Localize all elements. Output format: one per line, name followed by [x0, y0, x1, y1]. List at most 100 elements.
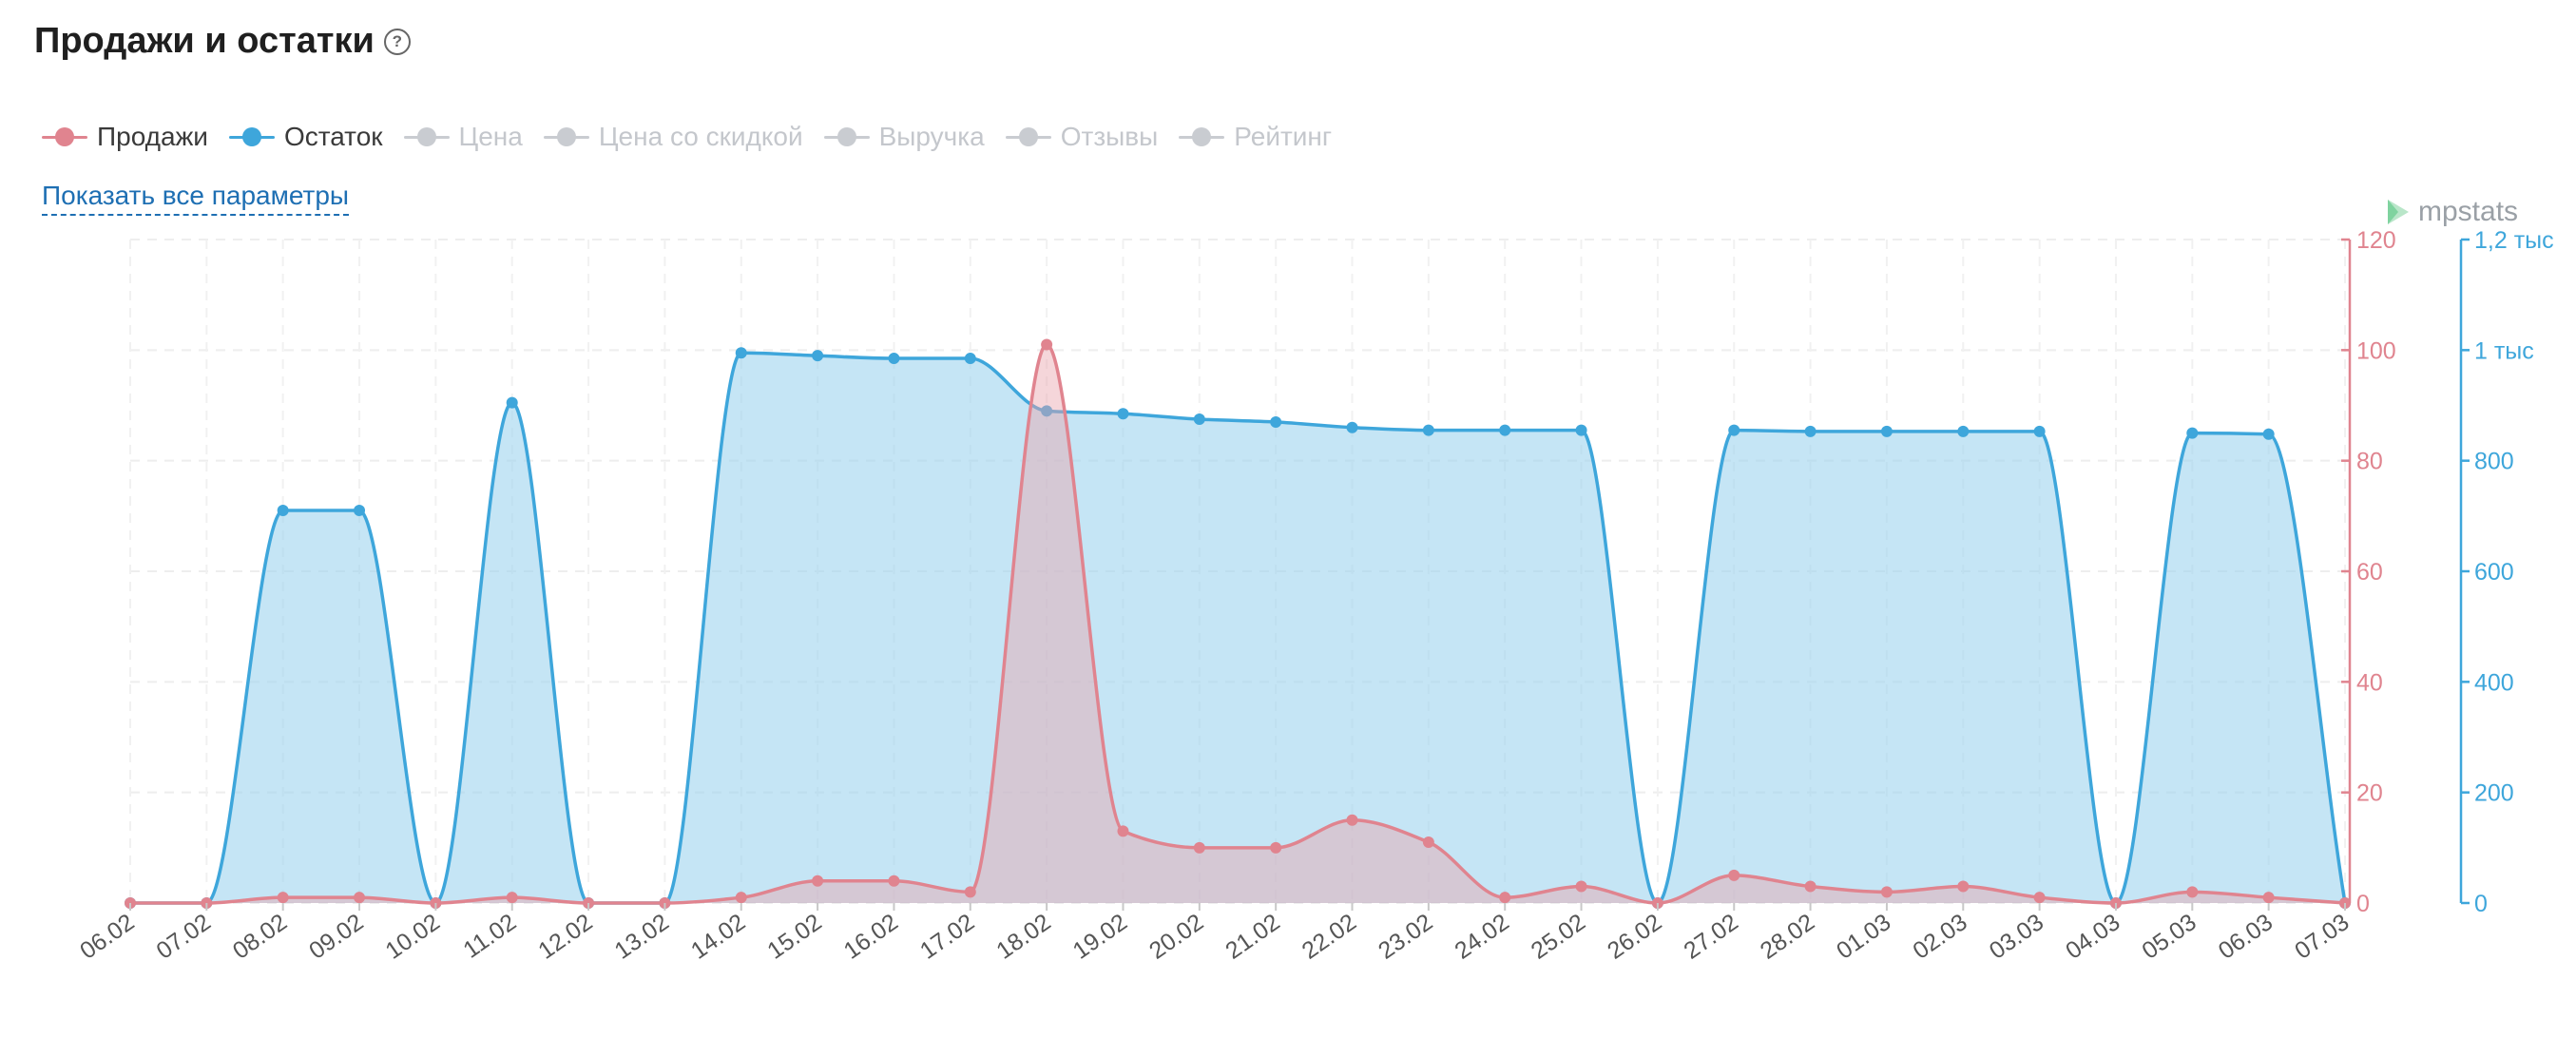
legend-marker-icon — [1179, 127, 1225, 146]
chart-header: Продажи и остатки ? — [34, 21, 411, 62]
data-point — [2186, 427, 2199, 439]
x-axis-tick-label: 03.03 — [1985, 909, 2048, 965]
series-area — [130, 353, 2345, 903]
data-point — [1346, 421, 1358, 433]
data-point — [1117, 825, 1129, 837]
x-axis-tick-label: 07.03 — [2290, 909, 2354, 965]
left-axis-tick-label: 20 — [2356, 780, 2383, 807]
x-axis-tick-label: 14.02 — [686, 909, 750, 965]
data-point — [1117, 408, 1129, 420]
x-axis-tick-label: 22.02 — [1298, 909, 1361, 965]
legend-label: Продажи — [97, 122, 208, 151]
x-axis-tick-label: 16.02 — [839, 909, 903, 965]
legend-item-5[interactable]: Отзывы — [1005, 122, 1159, 152]
legend-marker-icon — [42, 127, 87, 146]
watermark-text: mpstats — [2418, 196, 2519, 227]
data-point — [1804, 425, 1817, 437]
right-axis-tick-label: 400 — [2474, 669, 2514, 696]
page-title: Продажи и остатки — [34, 21, 375, 61]
legend-label: Остаток — [283, 122, 383, 151]
data-point — [1880, 425, 1893, 437]
legend-item-1[interactable]: Остаток — [228, 122, 383, 152]
data-point — [1041, 338, 1053, 351]
legend-marker-icon — [228, 127, 275, 146]
x-axis-tick-label: 28.02 — [1756, 909, 1819, 965]
series-line — [129, 342, 2346, 905]
x-axis-tick-label: 01.03 — [1832, 909, 1895, 965]
data-point — [1728, 869, 1740, 881]
help-icon[interactable]: ? — [383, 28, 411, 55]
show-all-params-link[interactable]: Показать все параметры — [42, 181, 350, 216]
data-point — [2262, 892, 2275, 904]
x-axis-tick-label: 10.02 — [381, 909, 445, 965]
data-point — [506, 892, 518, 904]
legend-label: Цена со скидкой — [598, 122, 803, 151]
x-axis-tick-label: 17.02 — [915, 909, 979, 965]
data-point — [1270, 841, 1282, 854]
data-point — [2033, 425, 2046, 437]
legend-item-2[interactable]: Цена — [403, 122, 523, 152]
right-axis-tick-label: 800 — [2474, 449, 2514, 475]
data-point — [888, 875, 900, 887]
watermark: mpstats — [2386, 196, 2518, 228]
x-axis-tick-label: 02.03 — [1908, 909, 1971, 965]
x-axis-tick-label: 12.02 — [533, 909, 597, 965]
data-point — [1957, 425, 1970, 437]
right-axis-tick-label: 1 тыс — [2474, 337, 2534, 364]
x-axis-tick-label: 23.02 — [1374, 909, 1437, 965]
legend-marker-icon — [543, 127, 589, 146]
series-line — [129, 351, 2347, 905]
data-point — [2186, 886, 2199, 898]
legend-label: Отзывы — [1060, 122, 1159, 151]
left-axis-tick-label: 60 — [2356, 559, 2383, 586]
data-point — [1880, 886, 1893, 898]
data-point — [1575, 424, 1587, 436]
data-point — [1422, 424, 1434, 436]
data-point — [812, 875, 824, 887]
x-axis-tick-label: 05.03 — [2137, 909, 2201, 965]
right-axis-tick-label: 200 — [2474, 780, 2514, 807]
legend-item-6[interactable]: Рейтинг — [1179, 122, 1332, 152]
data-point — [1804, 880, 1817, 893]
x-axis-tick-label: 19.02 — [1068, 909, 1132, 965]
data-point — [1499, 424, 1511, 436]
x-axis: 06.02 07.02 08.02 09.02 10.02 11.02 12.02 13.02… — [75, 903, 2354, 965]
data-point — [277, 892, 289, 904]
legend-item-0[interactable]: Продажи — [42, 122, 208, 152]
x-axis-tick-label: 20.02 — [1144, 909, 1208, 965]
series-1 — [125, 347, 2351, 909]
x-axis-tick-label: 15.02 — [762, 909, 826, 965]
data-point — [735, 892, 747, 904]
data-point — [1041, 405, 1053, 417]
data-point — [1193, 841, 1205, 854]
left-axis-tick-label: 120 — [2356, 227, 2396, 254]
legend-marker-icon — [403, 127, 450, 146]
right-axis-tick-label: 0 — [2474, 891, 2488, 917]
data-point — [2262, 428, 2275, 440]
x-axis-tick-label: 09.02 — [304, 909, 368, 965]
data-point — [1499, 892, 1511, 904]
data-point — [1270, 415, 1282, 428]
legend-label: Рейтинг — [1234, 122, 1333, 151]
right-axis-tick-label: 600 — [2474, 559, 2514, 586]
legend-item-3[interactable]: Цена со скидкой — [543, 122, 803, 152]
x-axis-tick-label: 25.02 — [1527, 909, 1590, 965]
data-point — [1575, 880, 1587, 893]
data-point — [1193, 413, 1205, 426]
data-point — [964, 353, 976, 365]
data-point — [506, 396, 518, 409]
legend-label: Цена — [458, 122, 523, 151]
data-point — [277, 505, 289, 517]
left-axis-tick-label: 80 — [2356, 449, 2383, 475]
data-point — [354, 505, 366, 517]
series-0 — [125, 338, 2351, 909]
x-axis-tick-label: 06.02 — [75, 909, 139, 965]
x-axis-tick-label: 11.02 — [458, 909, 521, 964]
legend-item-4[interactable]: Выручка — [823, 122, 985, 152]
chart-legend: Продажи Остаток Цена Цена со скидкой Выручка… — [42, 122, 1353, 152]
data-point — [735, 347, 747, 359]
right-axis: 0 200 400 600 800 1 тыс 1,2 тыс — [2459, 227, 2554, 917]
x-axis-tick-label: 04.03 — [2061, 909, 2124, 965]
left-axis: 0 20 40 60 80 100 120 — [2341, 227, 2396, 917]
